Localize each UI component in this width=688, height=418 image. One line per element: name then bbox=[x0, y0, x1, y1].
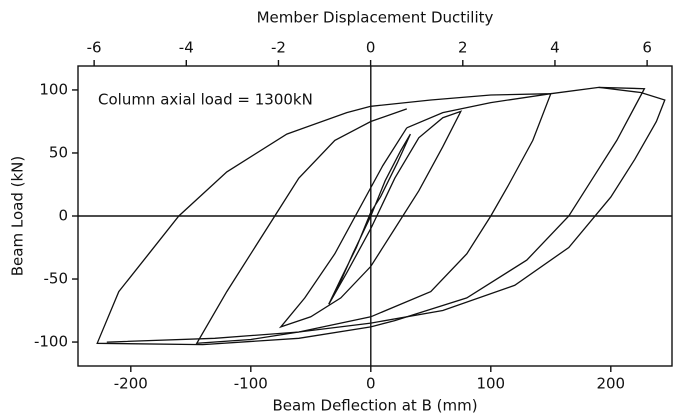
y-tick-label: 0 bbox=[58, 207, 68, 225]
x2-tick-label: 2 bbox=[458, 39, 468, 57]
y-axis-label: Beam Load (kN) bbox=[9, 156, 27, 276]
x-tick-label: 100 bbox=[476, 375, 505, 393]
y-tick-label: 50 bbox=[49, 143, 68, 161]
x-axis-label: Beam Deflection at B (mm) bbox=[272, 397, 477, 415]
x2-tick-label: -2 bbox=[271, 39, 286, 57]
hysteresis-loop bbox=[278, 110, 463, 329]
x2-tick-label: -6 bbox=[87, 39, 102, 57]
x2-axis-label: Member Displacement Ductility bbox=[257, 9, 494, 27]
annotation: Column axial load = 1300kN bbox=[98, 91, 313, 109]
x2-tick-label: -4 bbox=[179, 39, 194, 57]
x-tick-label: -200 bbox=[114, 375, 148, 393]
x-tick-label: -100 bbox=[234, 375, 268, 393]
x2-tick-label: 6 bbox=[642, 39, 652, 57]
hysteresis-loop bbox=[328, 133, 411, 305]
x-tick-label: 0 bbox=[366, 375, 376, 393]
hysteresis-loop bbox=[106, 86, 666, 343]
hysteresis-loop bbox=[96, 86, 646, 346]
y-tick-label: 100 bbox=[39, 80, 68, 98]
x-tick-label: 200 bbox=[596, 375, 625, 393]
y-tick-label: -100 bbox=[34, 333, 68, 351]
y-tick-label: -50 bbox=[44, 270, 69, 288]
x2-tick-label: 0 bbox=[366, 39, 376, 57]
hysteresis-loop bbox=[195, 92, 552, 345]
x2-tick-label: 4 bbox=[550, 39, 560, 57]
